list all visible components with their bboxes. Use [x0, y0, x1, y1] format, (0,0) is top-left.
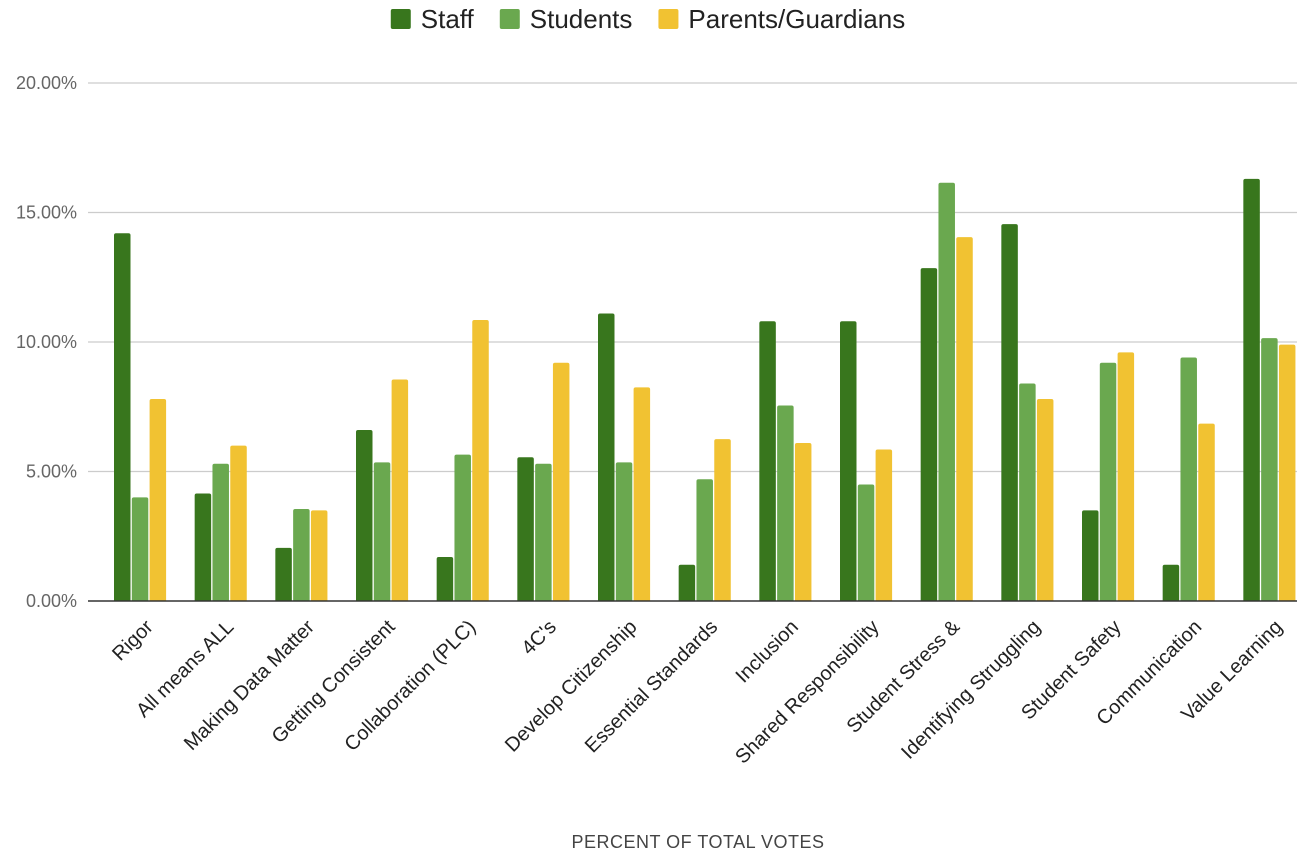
x-tick-label: Inclusion: [732, 616, 803, 687]
x-tick-label: Collaboration (PLC): [340, 616, 480, 756]
x-tick-label: Rigor: [108, 616, 158, 666]
bar-staff-7: [678, 564, 696, 601]
bar-staff-6: [598, 313, 615, 601]
y-tick-label: 0.00%: [26, 591, 77, 611]
bar-parents-guardians-14: [1278, 344, 1296, 601]
bar-students-4: [454, 454, 471, 601]
bar-staff-5: [517, 457, 534, 601]
bar-parents-guardians-5: [552, 362, 570, 601]
bar-students-12: [1099, 362, 1117, 601]
bar-students-5: [535, 463, 552, 601]
bar-staff-11: [1001, 224, 1018, 601]
bar-staff-4: [436, 556, 454, 601]
bar-parents-guardians-2: [310, 510, 328, 601]
bar-parents-guardians-12: [1117, 352, 1135, 601]
bar-parents-guardians-7: [714, 439, 731, 601]
bar-staff-2: [275, 547, 292, 601]
y-tick-label: 10.00%: [16, 332, 77, 352]
bar-staff-8: [759, 321, 776, 601]
bar-students-13: [1180, 357, 1197, 601]
legend-swatch-parents-guardians: [658, 9, 679, 29]
bar-staff-3: [356, 430, 373, 601]
gridlines: [88, 82, 1297, 473]
bar-students-8: [777, 405, 794, 601]
bar-students-3: [373, 462, 391, 601]
legend-label: Parents/Guardians: [688, 4, 905, 34]
bar-parents-guardians-8: [794, 443, 812, 601]
x-axis-title: PERCENT OF TOTAL VOTES: [571, 832, 824, 851]
y-tick-label: 15.00%: [16, 203, 77, 223]
y-tick-label: 20.00%: [16, 73, 77, 93]
bar-parents-guardians-3: [391, 379, 409, 601]
bar-staff-10: [920, 268, 938, 601]
bar-parents-guardians-1: [230, 445, 247, 601]
bar-parents-guardians-13: [1198, 423, 1215, 601]
legend: Staff Students Parents/Guardians: [390, 4, 905, 34]
legend-swatch-staff: [390, 9, 411, 29]
y-tick-label: 5.00%: [26, 462, 77, 482]
bar-students-14: [1261, 338, 1278, 601]
bar-parents-guardians-6: [633, 387, 651, 601]
bar-students-10: [938, 182, 955, 601]
x-tick-label: Shared Responsibility: [731, 616, 883, 768]
bar-students-6: [615, 462, 633, 601]
x-tick-label: Develop Citizenship: [501, 616, 642, 757]
bar-parents-guardians-10: [956, 237, 973, 602]
bar-parents-guardians-9: [875, 449, 893, 601]
x-tick-label: Identifying Struggling: [897, 616, 1045, 764]
bar-staff-1: [194, 493, 212, 601]
bar-parents-guardians-11: [1036, 398, 1054, 601]
bar-students-7: [696, 479, 713, 601]
bar-students-11: [1019, 383, 1036, 601]
legend-label: Students: [530, 4, 633, 34]
bar-staff-0: [114, 233, 131, 601]
x-tick-label: 4C's: [518, 616, 561, 659]
bar-staff-14: [1243, 178, 1260, 601]
bar-students-1: [212, 463, 229, 601]
bars: [114, 178, 1296, 602]
y-axis: 0.00% 5.00% 10.00% 15.00% 20.00%: [16, 73, 77, 611]
x-tick-label: Essential Standards: [581, 616, 722, 757]
bar-parents-guardians-0: [149, 398, 167, 601]
bar-students-0: [131, 497, 149, 601]
bar-students-2: [293, 509, 310, 601]
bar-staff-12: [1082, 510, 1099, 601]
bar-staff-13: [1162, 564, 1180, 601]
bar-students-9: [857, 484, 875, 601]
legend-label: Staff: [421, 4, 475, 34]
legend-swatch-students: [499, 9, 520, 29]
bar-parents-guardians-4: [472, 319, 489, 601]
bar-staff-9: [840, 321, 857, 601]
